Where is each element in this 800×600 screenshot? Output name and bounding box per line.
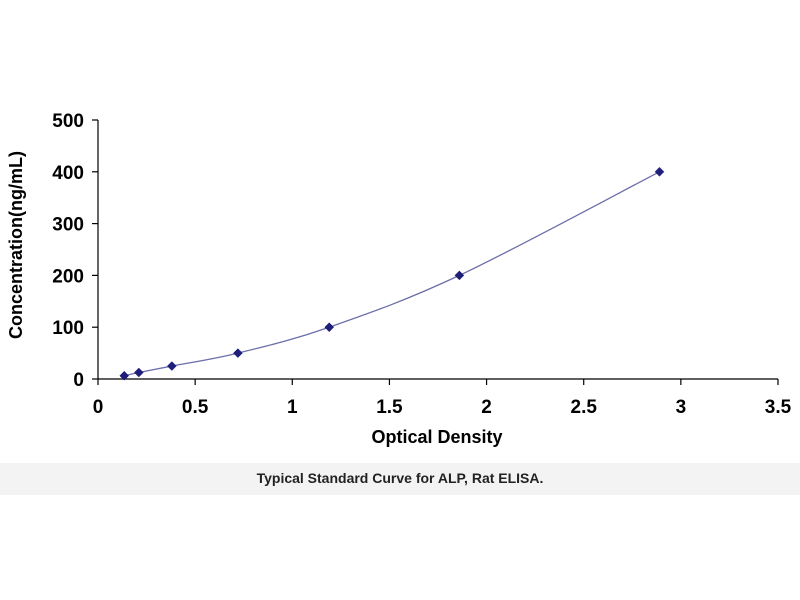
x-axis-title: Optical Density: [371, 427, 502, 447]
data-point: [233, 348, 243, 358]
x-tick-label: 0.5: [182, 397, 209, 418]
chart-caption: Typical Standard Curve for ALP, Rat ELIS…: [256, 470, 544, 486]
y-tick-label: 200: [52, 266, 84, 287]
tick-labels: 0 0.5 1 1.5 2 2.5 3 3.5 0 100 200 300 400 500: [52, 111, 791, 418]
y-tick-label: 100: [52, 318, 84, 339]
x-tick-label: 1.5: [376, 397, 403, 418]
trend-line: [124, 171, 660, 377]
axes: [92, 119, 779, 385]
x-tick-label: 1: [287, 397, 298, 418]
x-tick-label: 2.5: [571, 397, 598, 418]
trend-curve: [124, 171, 660, 377]
x-tick-label: 3.5: [765, 397, 792, 418]
data-point: [133, 367, 144, 378]
y-tick-label: 300: [52, 215, 84, 236]
y-tick-label: 0: [73, 370, 84, 391]
data-points: [119, 166, 665, 381]
data-point: [166, 361, 177, 371]
data-point: [654, 166, 665, 177]
y-tick-label: 400: [52, 163, 84, 184]
data-point: [324, 322, 335, 333]
data-point: [119, 370, 130, 381]
x-tick-label: 3: [676, 397, 687, 418]
data-point: [454, 270, 465, 281]
x-tick-label: 0: [93, 397, 104, 418]
y-axis-title: Concentration(ng/mL): [6, 151, 26, 339]
x-tick-label: 2: [481, 397, 492, 418]
y-tick-label: 500: [52, 111, 84, 132]
caption-band: [0, 463, 800, 495]
